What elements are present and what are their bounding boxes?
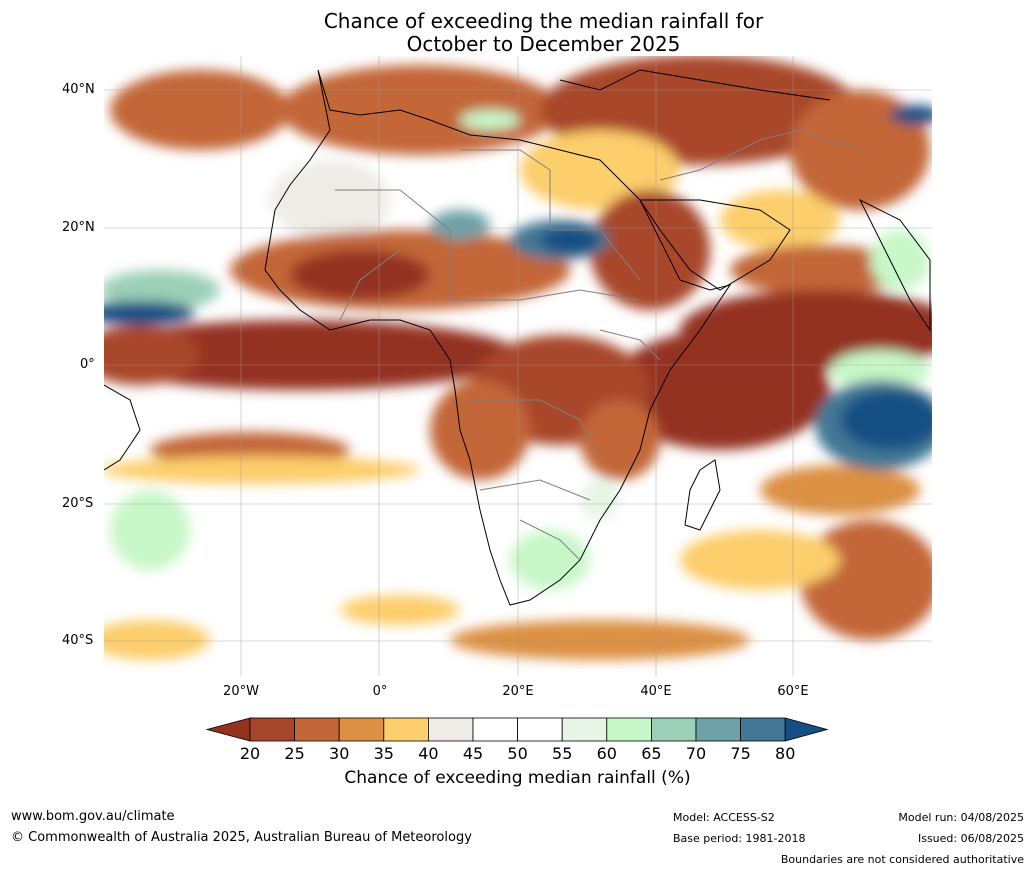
colorbar-tick-label: 65 [641,744,662,763]
lon-label-20w: 20°W [223,684,259,699]
colorbar-segment [695,717,741,742]
colorbar-arrow-low [205,717,251,742]
colorbar-tick-label: 60 [596,744,617,763]
model-run-text: Model run: 04/08/2025 [898,811,1024,824]
colorbar-tick-label: 35 [373,744,394,763]
colorbar-segment [606,717,652,742]
colorbar-segment [651,717,697,742]
colorbar-tick-label: 25 [284,744,305,763]
website-text: www.bom.gov.au/climate [11,809,175,824]
colorbar-tick-label: 40 [418,744,439,763]
copyright-text: © Commonwealth of Australia 2025, Austra… [11,830,472,845]
colorbar-tick-label: 20 [239,744,261,763]
colorbar-tick-label: 55 [552,744,573,763]
colorbar-segment [294,717,340,742]
colorbar-segment [383,717,429,742]
colorbar-tick-label: 50 [507,744,528,763]
colorbar-tick-label: 75 [730,744,751,763]
lat-label-40s: 40°S [62,633,94,648]
issued-text: Issued: 06/08/2025 [917,832,1024,845]
colorbar-segment [517,717,563,742]
colorbar-tick-label: 30 [329,744,350,763]
colorbar-tick-label: 45 [462,744,484,763]
coastlines [104,69,931,606]
country-borders [335,129,861,561]
colorbar-segment [561,717,608,742]
colorbar-segment [472,717,518,742]
title-line-1: Chance of exceeding the median rainfall … [323,9,764,33]
lon-label-0: 0° [372,684,388,699]
colorbar-segment [427,717,474,742]
colorbar-label: Chance of exceeding median rainfall (%) [344,768,691,788]
title-line-2: October to December 2025 [406,32,681,56]
graticule [104,56,932,676]
disclaimer-text: Boundaries are not considered authoritat… [780,853,1024,866]
lat-label-0: 0° [80,357,95,372]
colorbar-segment [740,717,786,742]
colorbar-tick-label: 80 [775,744,796,763]
lat-label-40n: 40°N [62,82,95,97]
lat-label-20n: 20°N [62,220,95,235]
colorbar-segment [338,717,385,742]
lon-label-40e: 40°E [640,684,672,699]
colorbar-arrow-high [784,717,829,742]
colorbar-tick-label: 70 [685,744,707,763]
base-period-text: Base period: 1981-2018 [673,832,806,845]
lat-label-20s: 20°S [62,496,94,511]
lon-label-20e: 20°E [502,684,534,699]
map-title: Chance of exceeding the median rainfall … [0,10,1035,56]
colorbar-segment [249,717,295,742]
model-text: Model: ACCESS-S2 [673,811,775,824]
lon-label-60e: 60°E [777,684,809,699]
